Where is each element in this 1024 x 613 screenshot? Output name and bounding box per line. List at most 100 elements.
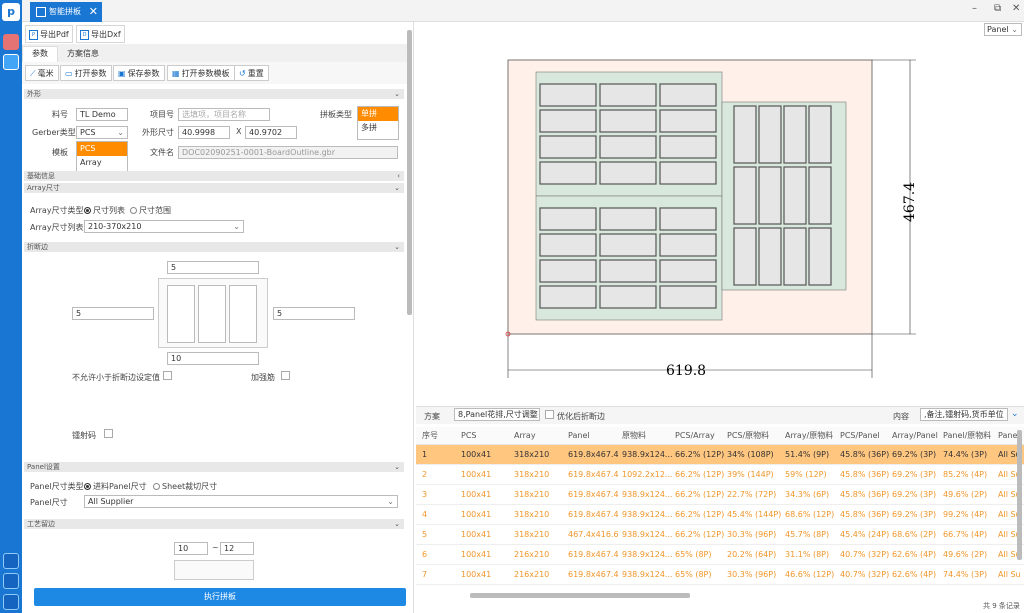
run-panelize-button[interactable]: 执行拼板 xyxy=(34,588,406,606)
scheme-select[interactable]: 8,Panel花排,尺寸调整 ⌄ xyxy=(454,408,540,421)
table-cell: 45.8% (36P) xyxy=(840,510,890,519)
section-break-edge[interactable]: 折断边 ⌄ xyxy=(24,242,404,252)
column-header[interactable]: PCS/原物料 xyxy=(727,431,770,440)
export-dxf-button[interactable]: D 导出Dxf xyxy=(76,25,125,43)
monitor-icon[interactable] xyxy=(3,573,19,589)
gerber-option-array[interactable]: Array xyxy=(80,158,102,167)
gerber-option-pcs[interactable]: PCS xyxy=(77,142,127,156)
left-scrollbar[interactable] xyxy=(407,30,412,315)
horizontal-scrollbar[interactable] xyxy=(470,593,690,598)
export-pdf-button[interactable]: P 导出Pdf xyxy=(25,25,73,43)
section-outline[interactable]: 外形 ⌄ xyxy=(24,89,404,99)
section-array-size[interactable]: Array尺寸 ⌄ xyxy=(24,183,404,193)
open-template-button[interactable]: ▦ 打开参数模板 xyxy=(167,65,235,81)
column-header[interactable]: Array/原物料 xyxy=(785,431,834,440)
array-list-select[interactable]: 210-370x210 ⌄ xyxy=(84,220,244,233)
panel-radio-sheet[interactable]: Sheet裁切尺寸 xyxy=(153,481,217,492)
diagram-board-3 xyxy=(229,285,257,343)
outline-width-input[interactable]: 40.9998 xyxy=(178,126,230,139)
panel-radio-incoming[interactable]: 进料Panel尺寸 xyxy=(84,481,147,492)
column-header[interactable]: Array/Panel xyxy=(892,431,938,440)
open-params-button[interactable]: ▭ 打开参数 xyxy=(60,65,112,81)
no-smaller-checkbox[interactable] xyxy=(163,371,172,380)
process-min-input[interactable]: 10 xyxy=(174,542,208,555)
table-scrollbar[interactable] xyxy=(1017,430,1022,560)
table-row[interactable]: 5 100x41 318x210 467.4x416.6 938.9x124... 66.… xyxy=(416,525,1024,545)
array-type-radio-range[interactable]: 尺寸范围 xyxy=(130,205,171,216)
edge-top-input[interactable]: 5 xyxy=(167,261,259,274)
restore-button[interactable]: ⧉ xyxy=(994,3,1002,14)
tab-scheme-info[interactable]: 方案信息 xyxy=(67,49,99,58)
minimize-button[interactable]: – xyxy=(972,3,977,14)
table-cell: 66.7% (4P) xyxy=(943,530,988,539)
project-input[interactable]: 选填项，项目名称 xyxy=(178,108,270,121)
module-icon[interactable] xyxy=(3,34,19,50)
panel-type-option-multi[interactable]: 多拼 xyxy=(361,123,377,132)
close-icon[interactable]: ✕ xyxy=(88,5,98,18)
column-header[interactable]: PCS xyxy=(461,431,477,440)
section-panel-setting[interactable]: Panel设置 ⌄ xyxy=(24,462,404,472)
app-logo-icon: p xyxy=(2,3,20,21)
gerber-type-dropdown[interactable]: PCS Array xyxy=(76,141,128,172)
section-panel-title: Panel设置 xyxy=(27,463,60,471)
part-no-input[interactable]: TL Demo xyxy=(76,108,128,121)
column-header[interactable]: 原物料 xyxy=(622,431,646,440)
reset-icon: ↺ xyxy=(239,69,246,78)
column-header[interactable]: 序号 xyxy=(422,431,438,440)
column-header[interactable]: PCS/Array xyxy=(675,431,715,440)
gear-icon[interactable] xyxy=(3,553,19,569)
save-params-button[interactable]: ▣ 保存参数 xyxy=(113,65,165,81)
outline-height-input[interactable]: 40.9702 xyxy=(245,126,297,139)
table-cell: 938.9x124... xyxy=(622,450,673,459)
column-header[interactable]: Panel xyxy=(568,431,590,440)
table-row[interactable]: 1 100x41 318x210 619.8x467.4 938.9x124... 66.… xyxy=(416,445,1024,465)
optimize-checkbox[interactable] xyxy=(545,410,554,419)
edge-left-input[interactable]: 5 xyxy=(72,307,154,320)
subtab-bar xyxy=(22,44,407,62)
table-row[interactable]: 3 100x41 318x210 619.8x467.4 938.9x124... 66.… xyxy=(416,485,1024,505)
unit-mm-button[interactable]: ⟋ 毫米 xyxy=(25,65,59,81)
array-type-radio-list[interactable]: 尺寸列表 xyxy=(84,205,125,216)
pcs-board xyxy=(733,166,757,225)
panel-opt2-label: Sheet裁切尺寸 xyxy=(162,482,218,491)
section-process-edge[interactable]: 工艺留边 ⌄ xyxy=(24,519,404,529)
column-header[interactable]: Panel xyxy=(998,431,1020,440)
edge-right-input[interactable]: 5 xyxy=(273,307,355,320)
table-row[interactable]: 4 100x41 318x210 619.8x467.4 938.9x124... 66.… xyxy=(416,505,1024,525)
home-icon[interactable] xyxy=(3,594,19,610)
grid-icon[interactable] xyxy=(3,54,19,70)
tab-smart-panel[interactable]: 智能拼板 ✕ xyxy=(30,2,102,22)
laser-code-checkbox[interactable] xyxy=(104,429,113,438)
edge-bottom-input[interactable]: 10 xyxy=(167,352,259,365)
export-pdf-label: 导出Pdf xyxy=(40,30,69,39)
table-cell: 100x41 xyxy=(461,510,492,519)
table-cell: 938.9x124... xyxy=(622,490,673,499)
gerber-type-select[interactable]: PCS ⌄ xyxy=(76,126,128,139)
process-max-input[interactable]: 12 xyxy=(220,542,254,555)
column-header[interactable]: Panel/原物料 xyxy=(943,431,992,440)
table-cell: 45.8% (36P) xyxy=(840,450,890,459)
content-select[interactable]: ,备注,镭射码,货币单位 xyxy=(920,408,1008,421)
table-cell: 85.2% (4P) xyxy=(943,470,988,479)
reset-button[interactable]: ↺ 重置 xyxy=(234,65,269,81)
view-select[interactable]: Panel ⌄ xyxy=(984,23,1022,36)
table-cell: 45.8% (36P) xyxy=(840,490,890,499)
panel-type-dropdown[interactable]: 单拼 多拼 xyxy=(357,106,399,140)
stiffener-checkbox[interactable] xyxy=(281,371,290,380)
column-header[interactable]: Array xyxy=(514,431,536,440)
close-window-button[interactable]: ✕ xyxy=(1012,3,1021,14)
table-row[interactable]: 2 100x41 318x210 619.8x467.4 1092.2x12... 66.… xyxy=(416,465,1024,485)
column-header[interactable]: PCS/Panel xyxy=(840,431,880,440)
tab-params[interactable]: 参数 xyxy=(22,46,58,62)
pcs-board xyxy=(539,259,597,283)
pcs-board xyxy=(539,161,597,185)
table-row[interactable]: 6 100x41 216x210 619.8x467.4 938.9x124... 65%… xyxy=(416,545,1024,565)
panel-type-option-single[interactable]: 单拼 xyxy=(358,107,398,121)
section-basic-info[interactable]: 基础信息 ‹ xyxy=(24,171,404,181)
chevron-down-icon[interactable]: ⌄ xyxy=(1011,409,1019,419)
pcs-board xyxy=(733,227,757,286)
table-cell: 619.8x467.4 xyxy=(568,550,619,559)
table-row[interactable]: 7 100x41 216x210 619.8x467.4 938.9x124... 65%… xyxy=(416,565,1024,585)
table-cell: 30.3% (96P) xyxy=(727,530,777,539)
panel-size-select[interactable]: All Supplier ⌄ xyxy=(84,495,398,508)
